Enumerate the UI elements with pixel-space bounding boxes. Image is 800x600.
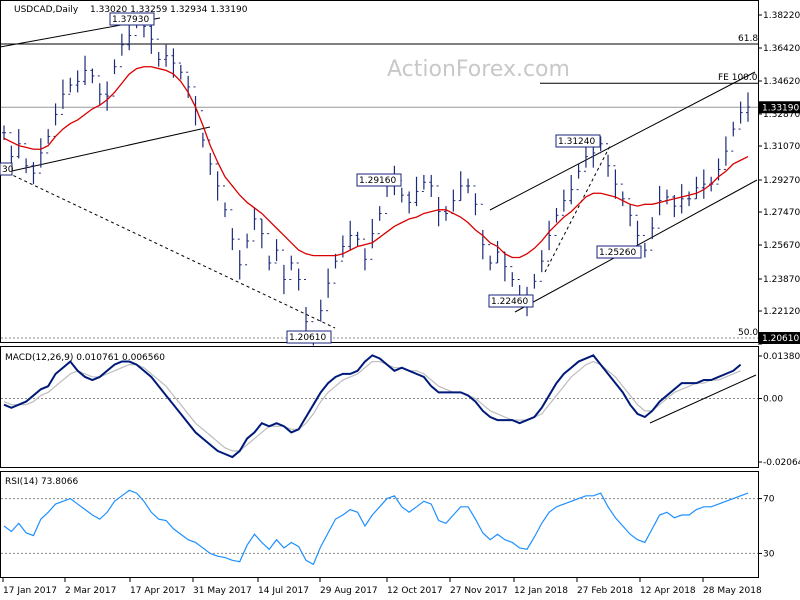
fib-50-label: 50.0	[738, 328, 758, 338]
x-axis-label: 31 May 2017	[193, 586, 252, 596]
macd-y-tick-label: 0.00	[763, 395, 783, 405]
annotation-label: 1.29160	[359, 176, 396, 186]
price-y-tick-label: 1.27470	[763, 208, 800, 218]
price-y-tick-label: 1.31070	[763, 142, 800, 152]
annotation-box	[109, 12, 155, 26]
price-y-tick-label: 1.34620	[763, 77, 800, 87]
annotation-box	[286, 330, 332, 344]
macd-title: MACD(12,26,9) 0.010761 0.006560	[5, 353, 165, 363]
rsi-title: RSI(14) 73.8066	[5, 477, 78, 487]
trend-line	[7, 172, 336, 329]
annotation-box	[596, 245, 642, 259]
x-axis-label: 17 Jan 2017	[3, 586, 57, 596]
price-y-tick-label: 1.36420	[763, 44, 800, 54]
macd-signal-line	[3, 360, 741, 452]
price-panel	[0, 0, 759, 343]
current-price-label-bg	[759, 101, 800, 114]
annotation-label: 30	[2, 165, 14, 175]
rsi-y-tick-label: 30	[763, 549, 775, 559]
price-y-tick-label: 1.32870	[763, 110, 800, 120]
fe-100-label: FE 100.0	[718, 73, 758, 83]
trend-line	[2, 126, 211, 174]
watermark: ActionForex.com	[387, 57, 570, 82]
x-axis-label: 12 Apr 2018	[640, 586, 696, 596]
x-axis-label: 12 Jan 2018	[514, 586, 568, 596]
x-axis-label: 17 Apr 2017	[130, 586, 186, 596]
fib-61-8-label: 61.8	[738, 34, 758, 44]
annotation-box	[356, 173, 402, 187]
level-50-value-label: 1.20610	[762, 334, 799, 344]
rsi-layer	[1, 489, 758, 566]
annotation-label: 1.37930	[112, 15, 149, 25]
level-50-label-bg	[759, 332, 800, 344]
annotation-box	[0, 162, 13, 176]
x-axis-label: 27 Nov 2017	[450, 586, 508, 596]
annotation-label: 1.25260	[599, 248, 636, 258]
trend-line	[489, 71, 756, 211]
price-y-tick-label: 1.25670	[763, 241, 800, 251]
price-y-tick-label: 1.38220	[763, 11, 800, 21]
x-axis-label: 2 Mar 2017	[65, 586, 116, 596]
x-axis-label: 14 Jul 2017	[258, 586, 309, 596]
x-axis-label: 28 May 2018	[703, 586, 762, 596]
rsi-y-tick-label: 70	[763, 495, 775, 505]
macd-y-tick-label: 0.013802	[763, 352, 800, 362]
rsi-panel	[0, 471, 759, 578]
annotation-label: 1.31240	[558, 137, 595, 147]
axis-layer: 1.38220 1.36420 1.34620 1.32870 1.31070 1.292…	[2, 11, 800, 596]
price-layer: 61.8 FE 100.0 50.0 1.37930 1.29160 1.31240 1.2…	[0, 12, 758, 346]
macd-trend-line	[649, 374, 757, 424]
current-price-label: 1.33190	[762, 103, 799, 113]
price-y-tick-label: 1.29270	[763, 176, 800, 186]
price-y-tick-label: 1.22120	[763, 307, 800, 317]
macd-layer	[1, 354, 758, 459]
rsi-line	[3, 489, 749, 566]
x-axis-label: 27 Feb 2018	[577, 586, 633, 596]
header-symbol: USDCAD,Daily	[14, 5, 79, 15]
price-y-tick-label: 1.23870	[763, 275, 800, 285]
x-axis-label: 12 Oct 2017	[387, 586, 443, 596]
macd-line	[3, 354, 742, 459]
annotation-label: 1.22460	[491, 297, 528, 307]
x-axis-label: 29 Aug 2017	[320, 586, 378, 596]
header-ohlc: 1.33020 1.33259 1.32934 1.33190	[90, 5, 248, 15]
macd-y-tick-label: -0.020648	[763, 458, 800, 468]
annotation-box	[488, 294, 534, 308]
annotation-label: 1.20610	[289, 333, 326, 343]
moving-average-line	[3, 66, 749, 259]
annotation-box	[555, 134, 601, 148]
